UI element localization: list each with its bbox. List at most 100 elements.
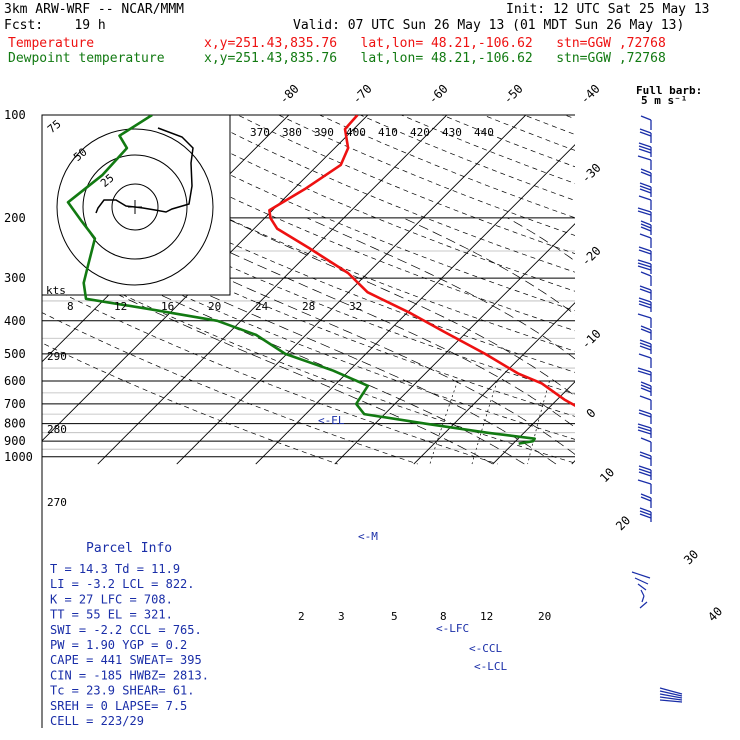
parcel-info-row: CIN = -185 HWBZ= 2813. <box>50 668 209 682</box>
wind-barb-feather <box>638 353 652 359</box>
wind-barb-feather <box>640 387 652 393</box>
wind-barb-feather <box>637 370 652 376</box>
wind-barb-feather <box>640 226 652 232</box>
dry-adiabat <box>42 145 575 373</box>
wind-barb-feather <box>639 395 652 401</box>
hodograph-trace <box>95 127 194 214</box>
mixing-ratio-label-lower: 2 <box>298 610 305 623</box>
mixing-ratio-label-lower: 12 <box>480 610 493 623</box>
pressure-label-500: 500 <box>4 347 26 361</box>
wind-barb-feather <box>639 128 652 134</box>
wind-barb-feather <box>640 328 652 334</box>
mixing-ratio-label: 16 <box>161 300 174 313</box>
wind-barb-feather <box>640 171 652 177</box>
mixing-ratio-label-lower: 8 <box>440 610 447 623</box>
moist-adiabat <box>113 291 493 465</box>
isotherm-line <box>334 223 575 465</box>
pressure-label-400: 400 <box>4 314 26 328</box>
parcel-info-row: TT = 55 EL = 321. <box>50 608 173 622</box>
dry-adiabat <box>318 115 575 219</box>
legend-temperature: Temperature <box>8 36 95 51</box>
pressure-label-100: 100 <box>4 108 26 122</box>
mixing-ratio-label-lower: 5 <box>391 610 398 623</box>
theta-label: 380 <box>282 126 302 139</box>
wind-barb-feather <box>640 384 652 390</box>
wind-barb-feather <box>639 342 652 348</box>
isotherm-line <box>255 144 575 465</box>
wind-barb-feather <box>639 233 652 239</box>
wind-barb-feather <box>640 220 652 226</box>
wind-barb-feather <box>637 207 652 213</box>
wind-barb-feather <box>640 223 652 229</box>
wind-barb-feather <box>639 339 652 345</box>
theta-label: 410 <box>378 126 398 139</box>
level-el: <-EL <box>318 414 345 427</box>
wind-barb-feather <box>637 313 652 319</box>
isotherm-label: 30 <box>681 547 701 567</box>
wind-barb-surface <box>659 699 683 703</box>
theta-label-lower: 280 <box>47 423 67 436</box>
dry-adiabat <box>42 282 498 465</box>
mixing-ratio-line <box>695 381 706 464</box>
mixing-ratio-label: 20 <box>208 300 221 313</box>
wind-barb-lower <box>634 577 649 585</box>
wind-barb-feather <box>637 262 652 268</box>
dry-adiabat <box>563 115 575 120</box>
pressure-label-1000: 1000 <box>4 450 33 464</box>
moist-adiabat <box>144 264 557 465</box>
dewpoint-profile <box>66 115 537 445</box>
wind-barb-feather <box>638 195 652 201</box>
mixing-ratio-line <box>582 381 601 464</box>
barb-title: Full barb: <box>636 84 702 97</box>
moist-adiabat <box>507 217 575 262</box>
wind-barb-feather <box>638 465 652 471</box>
wind-barb-feather <box>640 168 652 174</box>
theta-label: 430 <box>442 126 462 139</box>
wind-barb-feather <box>640 437 652 443</box>
wind-barb-feather <box>638 412 652 418</box>
wind-barb-lower <box>631 571 651 579</box>
dry-adiabat <box>237 115 575 254</box>
barb-units: 5 m s⁻¹ <box>641 94 687 107</box>
dry-adiabat <box>523 115 575 135</box>
moist-adiabat <box>225 217 575 397</box>
pressure-label-900: 900 <box>4 434 26 448</box>
isotherm-line <box>176 115 527 465</box>
wind-barb-feather <box>639 188 652 194</box>
mixing-ratio-label: 32 <box>349 300 362 313</box>
theta-label-lower: 270 <box>47 496 67 509</box>
mixing-ratio-label: 28 <box>302 300 315 313</box>
wind-barb-feather <box>637 423 652 429</box>
level-m: <-M <box>358 530 378 543</box>
pressure-label-700: 700 <box>4 397 26 411</box>
isotherm-label: -60 <box>426 82 451 107</box>
dry-adiabat <box>42 253 575 464</box>
theta-label: 400 <box>346 126 366 139</box>
wind-barb-feather <box>640 115 652 121</box>
wind-barb-surface <box>659 690 683 697</box>
wind-barb-feather <box>639 182 652 188</box>
parcel-info-panel: Parcel Info T = 14.3 Td = 11.9LI = -3.2 … <box>43 537 238 728</box>
mixing-ratio-line <box>527 380 550 465</box>
mixing-ratio-label: 12 <box>114 300 127 313</box>
wind-barb-feather <box>639 510 652 516</box>
wind-barb-feather <box>638 246 652 252</box>
wind-barb-feather <box>638 297 652 303</box>
moist-adiabat <box>160 247 575 455</box>
profiles <box>66 115 575 445</box>
isotherm-label: -30 <box>579 161 604 186</box>
hodograph: 75 50 25 kts <box>41 114 231 297</box>
parcel-info-row: PW = 1.90 YGP = 0.2 <box>50 638 187 652</box>
theta-label: 370 <box>250 126 270 139</box>
hodo-unit: kts <box>46 284 66 297</box>
wind-barb-feather <box>639 285 652 291</box>
level-lcl: <-LCL <box>474 660 507 673</box>
theta-label: 390 <box>314 126 334 139</box>
isotherm-label: -80 <box>277 82 302 107</box>
isotherm-label: 20 <box>613 513 633 533</box>
isotherm-label: 10 <box>597 465 617 485</box>
wind-barb-feather <box>638 303 652 309</box>
isotherm-label: -10 <box>579 327 604 352</box>
dry-adiabat <box>114 115 575 312</box>
isotherm-line <box>492 381 575 465</box>
